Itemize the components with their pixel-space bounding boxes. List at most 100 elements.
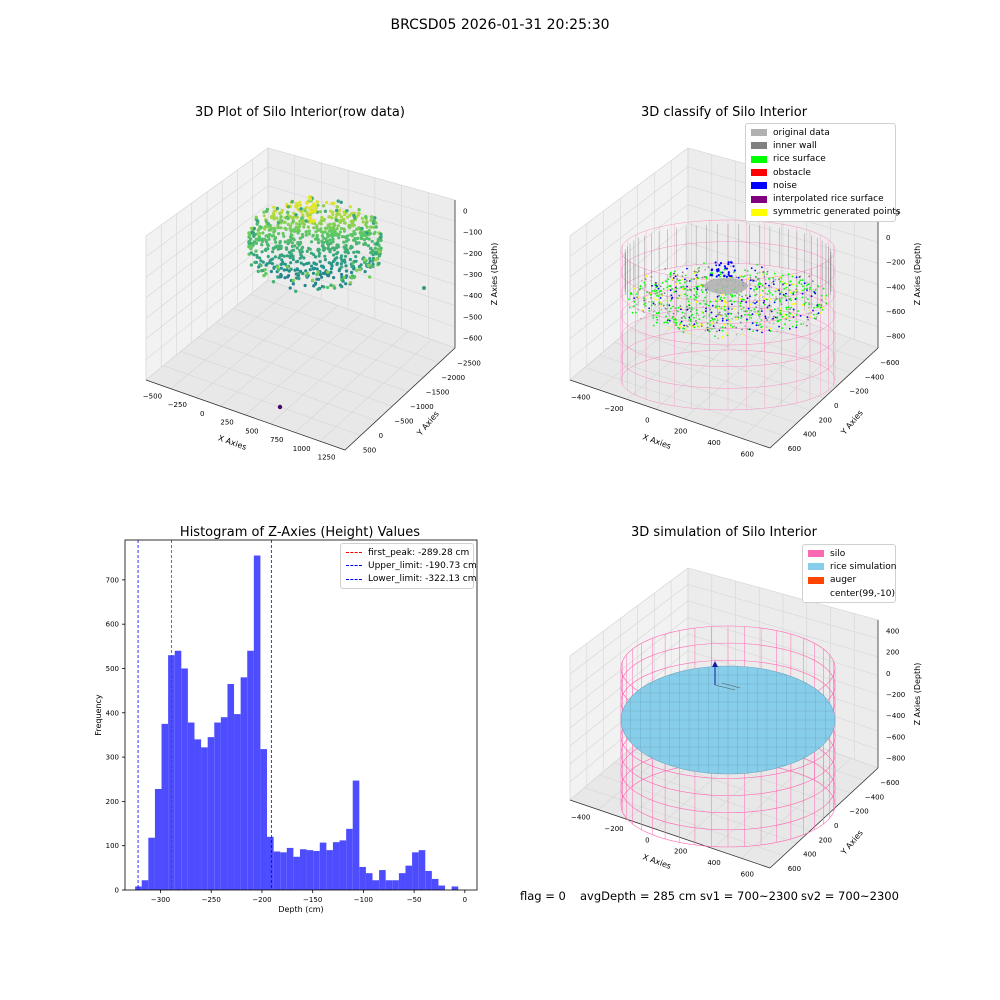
- class-point: [787, 273, 790, 276]
- class-point: [672, 305, 674, 308]
- class-point: [704, 329, 707, 332]
- class-point: [788, 289, 791, 291]
- class-point: [636, 291, 639, 293]
- class-point: [644, 278, 647, 281]
- class-point: [779, 280, 782, 283]
- class-point: [822, 306, 824, 309]
- class-point: [708, 316, 711, 318]
- class-point: [780, 303, 783, 306]
- class-point: [721, 317, 724, 320]
- class-point: [679, 321, 682, 324]
- class-point: [644, 284, 646, 286]
- x-tick-label: 0: [645, 416, 649, 424]
- class-point: [724, 293, 727, 296]
- class-point: [753, 288, 755, 291]
- class-point: [712, 325, 715, 327]
- class-point: [662, 304, 665, 307]
- class-point: [821, 309, 824, 311]
- class-point: [816, 313, 819, 316]
- class-point: [791, 303, 793, 306]
- class-point: [675, 319, 677, 321]
- class-point: [674, 273, 677, 275]
- data-point: [340, 272, 344, 277]
- class-point: [774, 290, 777, 293]
- class-point: [810, 315, 812, 318]
- class-point: [781, 327, 784, 329]
- class-point: [733, 300, 736, 303]
- legend-swatch: [346, 565, 362, 567]
- class-point: [656, 291, 659, 294]
- z-tick-label: 400: [886, 628, 899, 636]
- legend-swatch: [808, 590, 824, 597]
- legend-label: symmetric generated points: [773, 207, 901, 218]
- class-point: [813, 317, 816, 320]
- class-point: [642, 309, 644, 311]
- x-tick-label: −200: [604, 825, 623, 833]
- class-point: [740, 308, 743, 311]
- class-point: [655, 298, 658, 301]
- grid-line: [584, 367, 784, 436]
- class-point: [652, 310, 655, 313]
- wall-point: [322, 285, 326, 289]
- data-point: [320, 239, 324, 243]
- data-point: [343, 221, 347, 225]
- data-point: [367, 229, 371, 233]
- legend-label: original data: [773, 127, 830, 138]
- data-point: [331, 237, 335, 241]
- data-point: [281, 262, 285, 266]
- class-point: [633, 300, 636, 303]
- class-point: [784, 323, 786, 326]
- data-point: [368, 232, 372, 236]
- class-point: [725, 315, 728, 318]
- class-point: [693, 272, 696, 274]
- grid-line: [569, 185, 689, 278]
- class-point: [634, 291, 637, 293]
- class-point: [679, 326, 682, 329]
- data-point: [369, 246, 373, 250]
- legend-entry: Lower_limit: -322.13 cm: [346, 573, 476, 586]
- class-point: [797, 310, 799, 312]
- class-point: [700, 289, 703, 291]
- wall-point: [256, 269, 260, 274]
- class-point: [721, 319, 724, 322]
- class-point: [764, 292, 767, 295]
- legend-swatch: [751, 208, 767, 216]
- data-point: [288, 256, 292, 260]
- data-point: [316, 238, 320, 242]
- class-point: [806, 287, 808, 290]
- data-point: [320, 234, 324, 238]
- data-point: [268, 261, 272, 265]
- class-point: [690, 310, 692, 313]
- class-point: [807, 283, 810, 286]
- class-point: [674, 307, 677, 310]
- class-point: [720, 296, 722, 299]
- class-point: [758, 271, 761, 274]
- class-point: [695, 274, 698, 276]
- y-tick-label: 400: [106, 709, 119, 717]
- class-point: [782, 293, 785, 296]
- wall-point: [360, 226, 364, 231]
- wall-point: [363, 257, 367, 262]
- class-point: [688, 316, 691, 319]
- grid-line: [569, 223, 689, 319]
- histogram-bar: [174, 650, 182, 890]
- grid-line: [569, 584, 689, 675]
- data-point: [270, 214, 274, 219]
- legend-label: obstacle: [773, 167, 811, 178]
- class-point: [758, 315, 761, 318]
- data-point: [302, 225, 306, 229]
- class-point: [669, 273, 671, 275]
- data-point: [319, 219, 323, 223]
- class-point: [655, 289, 658, 292]
- data-point: [330, 201, 334, 206]
- class-point: [824, 297, 826, 299]
- class-point: [702, 285, 704, 288]
- class-point: [782, 283, 785, 285]
- class-point: [711, 328, 713, 330]
- grid-line: [569, 633, 689, 729]
- class-point: [652, 317, 655, 319]
- data-point: [352, 267, 356, 271]
- wall-point: [357, 265, 362, 269]
- class-point: [792, 283, 794, 286]
- data-point: [329, 267, 333, 271]
